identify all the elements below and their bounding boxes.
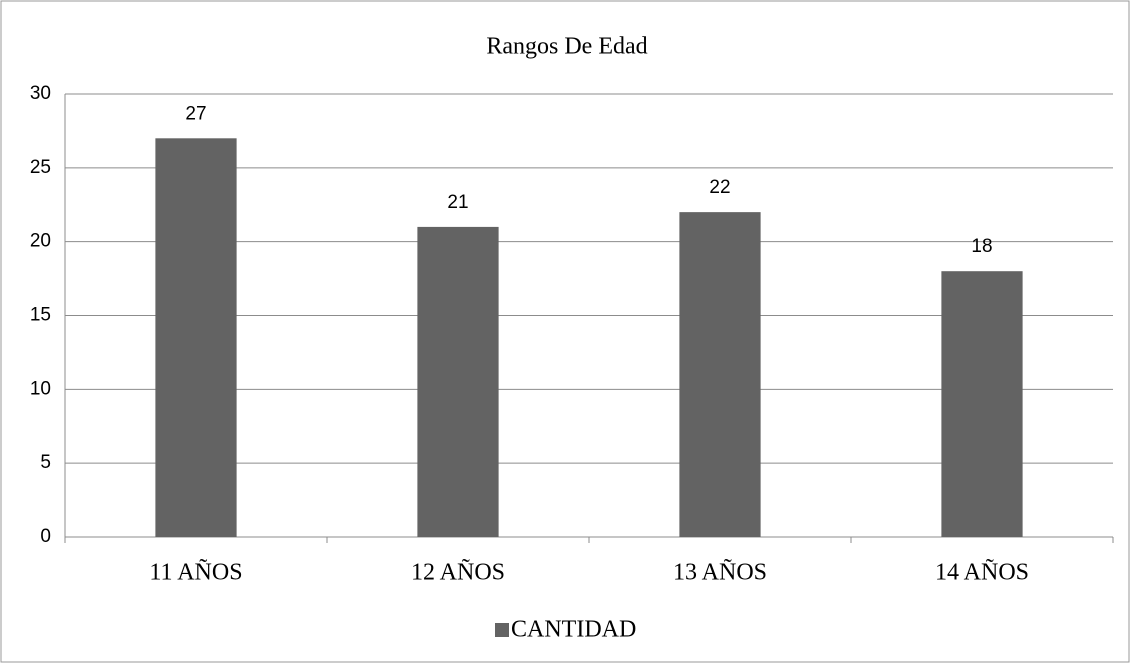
y-tick-label: 30 [30,83,51,104]
y-tick-label: 25 [30,157,51,178]
bar [417,226,499,537]
y-tick-label: 0 [40,526,51,547]
bar [155,138,237,538]
data-label: 27 [185,103,206,124]
data-label: 18 [971,236,992,257]
y-tick-label: 10 [30,378,51,399]
data-label: 21 [447,192,468,213]
chart-title: Rangos De Edad [486,34,647,60]
x-tick-label: 11 AÑOS [149,560,242,586]
x-tick-label: 12 AÑOS [411,560,505,586]
legend-label: CANTIDAD [511,617,636,643]
legend-swatch [495,623,509,637]
y-tick-label: 5 [40,452,51,473]
y-tick-label: 20 [30,231,51,252]
y-tick-label: 15 [30,305,51,326]
bar [941,271,1023,537]
x-tick-label: 14 AÑOS [935,560,1029,586]
bar [679,212,761,537]
data-label: 22 [709,177,730,198]
x-tick-label: 13 AÑOS [673,560,767,586]
